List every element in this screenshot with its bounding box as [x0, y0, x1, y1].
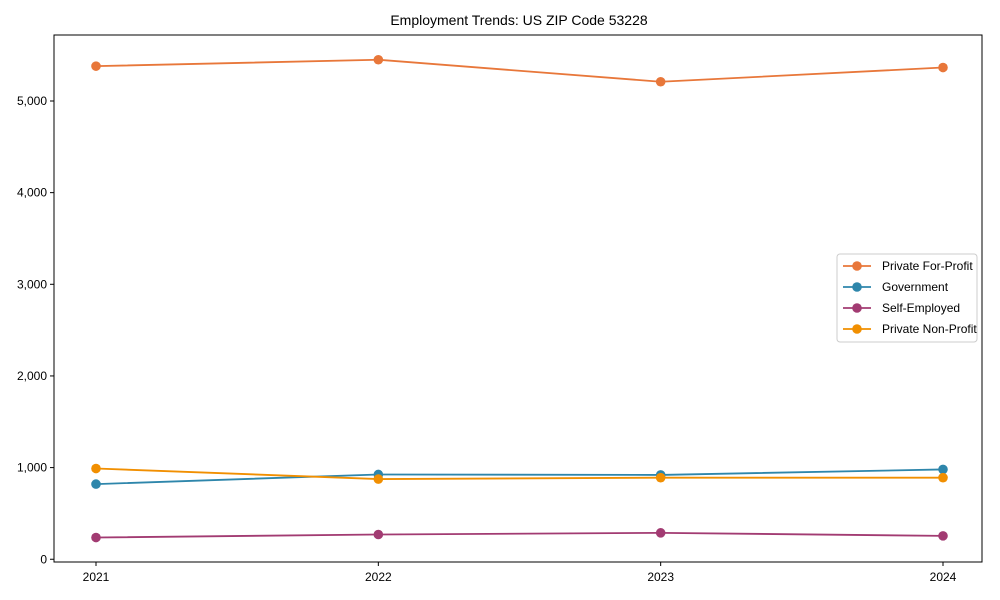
series-government [91, 464, 948, 489]
legend-label: Private For-Profit [882, 259, 973, 273]
x-tick-label: 2021 [83, 570, 110, 584]
data-point [938, 472, 948, 483]
legend-item: Self-Employed [843, 301, 960, 315]
legend-label: Self-Employed [882, 301, 960, 315]
series-self-employed [91, 528, 948, 543]
series-layer [91, 54, 948, 543]
data-point [91, 61, 101, 71]
legend-item: Private Non-Profit [843, 322, 977, 336]
legend-item: Private For-Profit [843, 259, 973, 273]
y-tick-label: 2,000 [17, 369, 47, 383]
plot-frame [53, 34, 983, 563]
data-point [91, 463, 101, 474]
legend-label: Government [882, 280, 949, 294]
series-line [95, 531, 944, 539]
legend: Private For-Profit Government Self-Employe… [836, 253, 978, 343]
data-point [655, 76, 666, 87]
series-line [95, 58, 944, 83]
x-axis: 2021 2022 2023 2024 [83, 562, 957, 584]
x-tick-label: 2022 [365, 570, 392, 584]
data-point [655, 528, 666, 538]
legend-marker-icon [852, 261, 862, 271]
series-private-non-profit [91, 463, 948, 484]
data-point [373, 529, 384, 540]
legend-label: Private Non-Profit [882, 322, 977, 336]
plot-area [53, 34, 983, 563]
y-tick-label: 1,000 [17, 461, 47, 475]
series-private-for-profit [91, 54, 948, 87]
chart-title: Employment Trends: US ZIP Code 53228 [390, 12, 648, 28]
legend-box [836, 253, 978, 343]
y-tick-label: 4,000 [17, 186, 47, 200]
series-line [95, 468, 944, 485]
y-axis: 0 1,000 2,000 3,000 4,000 5,000 [17, 94, 54, 566]
data-point [373, 54, 384, 65]
legend-marker-icon [852, 303, 862, 313]
data-point [938, 531, 948, 541]
legend-item: Government [843, 280, 949, 294]
legend-marker-icon [852, 282, 862, 292]
y-tick-label: 5,000 [17, 94, 47, 108]
data-point [91, 479, 101, 489]
data-point [938, 464, 948, 475]
data-point [938, 62, 948, 73]
data-point [373, 474, 384, 484]
data-point [91, 532, 101, 543]
x-tick-label: 2023 [647, 570, 674, 584]
data-point [655, 472, 666, 483]
legend-marker-icon [852, 324, 862, 334]
y-tick-label: 0 [40, 552, 47, 566]
y-tick-label: 3,000 [17, 277, 47, 291]
series-line [95, 467, 943, 480]
x-tick-label: 2024 [930, 570, 957, 584]
